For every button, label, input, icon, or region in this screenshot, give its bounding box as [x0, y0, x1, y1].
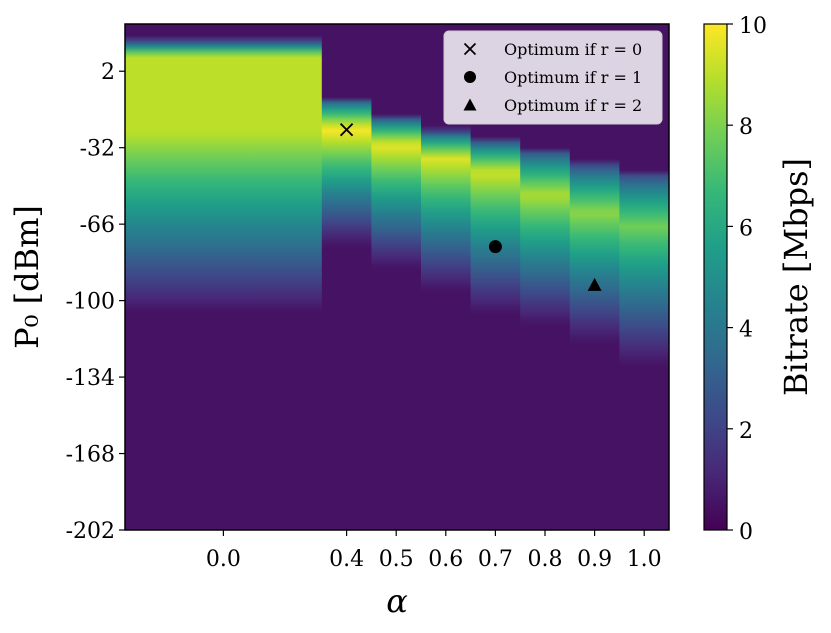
colorbar: 0 2 4 6 8 10: [703, 14, 767, 545]
x-axis: 0.0 0.4 0.5 0.6 0.7 0.8 0.9 1.0: [206, 530, 662, 572]
y-axis-label: P₀ [dBm]: [8, 205, 46, 349]
colorbar-tick-label: 8: [739, 115, 753, 140]
x-tick-label: 0.6: [428, 547, 463, 572]
plot-frame: [124, 23, 670, 531]
colorbar-tick-label: 6: [739, 216, 753, 241]
optimum-marker-circle: [488, 240, 502, 254]
heat-column-0.4: [321, 24, 372, 530]
x-axis-label: α: [386, 582, 408, 620]
legend-symbol-triangle: [463, 98, 477, 111]
heat-column-0.0: [125, 24, 323, 530]
x-tick-label: 0.8: [528, 547, 563, 572]
legend: Optimum if r = 0 Optimum if r = 1 Optimum …: [443, 30, 663, 125]
y-axis: 2 -32 -66 -100 -134 -168 -202: [66, 60, 125, 544]
legend-box: [443, 30, 663, 125]
x-tick-label: 0.5: [379, 547, 414, 572]
x-tick-label: 1.0: [627, 547, 662, 572]
legend-entry-label: Optimum if r = 2: [504, 96, 642, 115]
colorbar-tick-label: 0: [739, 520, 753, 545]
legend-symbol-circle: [464, 71, 476, 83]
y-tick-label: -66: [80, 213, 115, 238]
colorbar-tick-label: 4: [739, 318, 753, 343]
y-tick-label: -100: [66, 290, 115, 315]
x-tick-label: 0.9: [577, 547, 612, 572]
colorbar-label: Bitrate [Mbps]: [777, 158, 815, 396]
marker-layer: [339, 123, 602, 291]
colorbar-tick-label: 10: [739, 14, 767, 39]
legend-entry-label: Optimum if r = 0: [504, 40, 642, 59]
y-tick-label: 2: [101, 60, 115, 85]
colorbar-tick-label: 2: [739, 419, 753, 444]
y-tick-label: -168: [66, 443, 115, 468]
x-tick-label: 0.0: [206, 547, 241, 572]
x-tick-label: 0.4: [329, 547, 364, 572]
x-tick-label: 0.7: [478, 547, 513, 572]
optimum-marker-x: [339, 123, 354, 137]
colorbar-gradient: [703, 23, 728, 531]
y-tick-label: -32: [80, 137, 115, 162]
y-tick-label: -134: [66, 366, 115, 391]
legend-entry-label: Optimum if r = 1: [504, 68, 642, 87]
legend-symbol-x: [463, 42, 477, 56]
y-tick-label: -202: [66, 519, 115, 544]
heat-column-0.5: [371, 24, 422, 530]
optimum-marker-triangle: [587, 277, 602, 291]
